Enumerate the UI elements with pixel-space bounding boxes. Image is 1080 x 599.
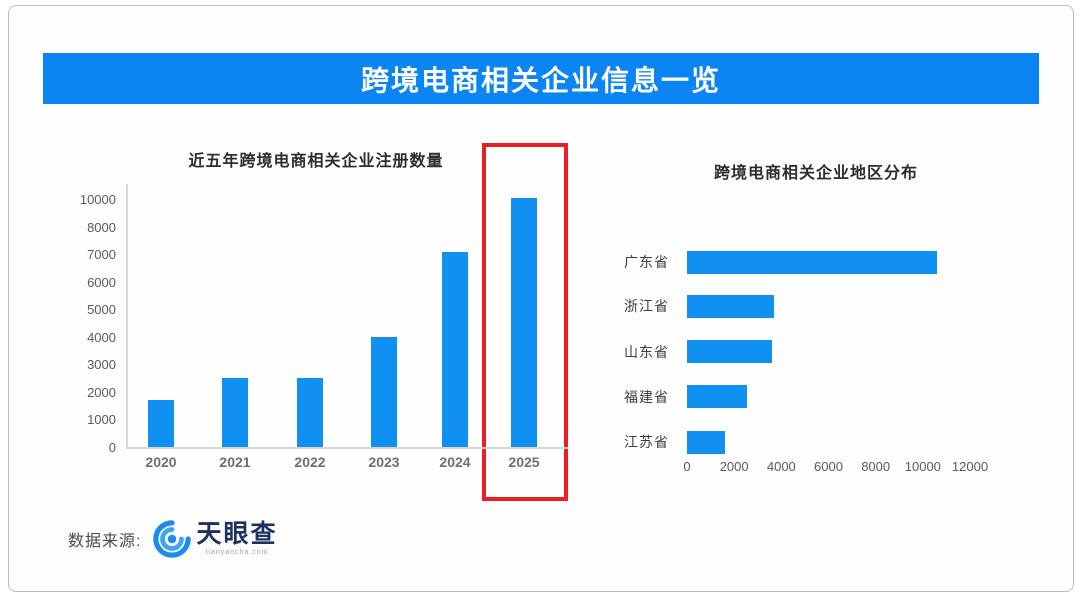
source-label: 数据来源:: [68, 533, 142, 550]
y-tick-label: 0: [108, 439, 116, 455]
highlight-rectangle-2025: [482, 143, 568, 501]
bar-2024: [442, 251, 468, 447]
region-label: 浙江省: [624, 298, 669, 314]
bar-福建省: [687, 385, 747, 408]
bar-2022: [297, 378, 323, 447]
logo-name: 天眼查: [196, 520, 278, 548]
region-label: 山东省: [624, 343, 669, 360]
page-title: 跨境电商相关企业信息一览: [360, 64, 721, 96]
logo-text-wrap: 天眼查 tianyancha.com: [196, 520, 278, 557]
bar-2020: [148, 400, 174, 447]
x-category-label: 2020: [145, 454, 177, 470]
y-tick-label: 1000: [87, 412, 116, 427]
x-category-label: 2022: [294, 454, 326, 470]
y-tick-label: 7000: [87, 247, 116, 262]
registration-chart-title: 近五年跨境电商相关企业注册数量: [188, 153, 444, 170]
y-tick-label: 10000: [79, 192, 116, 207]
x-tick-label: 6000: [814, 459, 843, 474]
y-tick-label: 8000: [87, 219, 116, 235]
bar-浙江省: [687, 294, 774, 318]
x-tick-label: 12000: [951, 459, 989, 474]
y-axis-line: [126, 184, 128, 447]
tianyancha-logo: 天眼查 tianyancha.com: [153, 520, 277, 558]
y-tick-label: 3000: [87, 357, 116, 372]
y-tick-label: 4000: [87, 329, 116, 345]
y-tick-label: 2000: [87, 384, 116, 400]
title-banner: 跨境电商相关企业信息一览: [43, 53, 1039, 104]
x-category-label: 2024: [439, 454, 471, 470]
region-label: 江苏省: [624, 434, 669, 450]
region-label: 福建省: [624, 388, 669, 405]
x-tick-label: 0: [683, 459, 691, 474]
x-category-label: 2025: [508, 454, 540, 470]
bar-2023: [371, 337, 397, 447]
tianyancha-eye-icon: [153, 520, 192, 558]
y-tick-label: 5000: [87, 302, 116, 317]
x-tick-label: 10000: [904, 459, 941, 474]
region-label: 广东省: [624, 254, 669, 270]
bar-2025: [511, 198, 537, 447]
bar-山东省: [687, 340, 772, 363]
bar-2021: [222, 378, 248, 447]
infographic-card: 跨境电商相关企业信息一览 近五年跨境电商相关企业注册数量 跨境电商相关企业地区分…: [8, 5, 1074, 592]
source-row: 数据来源: 天眼查 tianyancha.com: [68, 514, 277, 564]
x-category-label: 2023: [368, 454, 400, 470]
region-chart-title: 跨境电商相关企业地区分布: [713, 165, 918, 182]
bar-江苏省: [687, 430, 725, 454]
x-tick-label: 2000: [719, 459, 749, 474]
x-tick-label: 8000: [861, 459, 891, 474]
bar-广东省: [687, 250, 937, 274]
x-axis-line: [126, 447, 569, 449]
x-tick-label: 4000: [766, 459, 796, 474]
x-category-label: 2021: [219, 454, 251, 470]
y-tick-label: 6000: [87, 274, 116, 290]
logo-subtext: tianyancha.com: [205, 549, 269, 556]
